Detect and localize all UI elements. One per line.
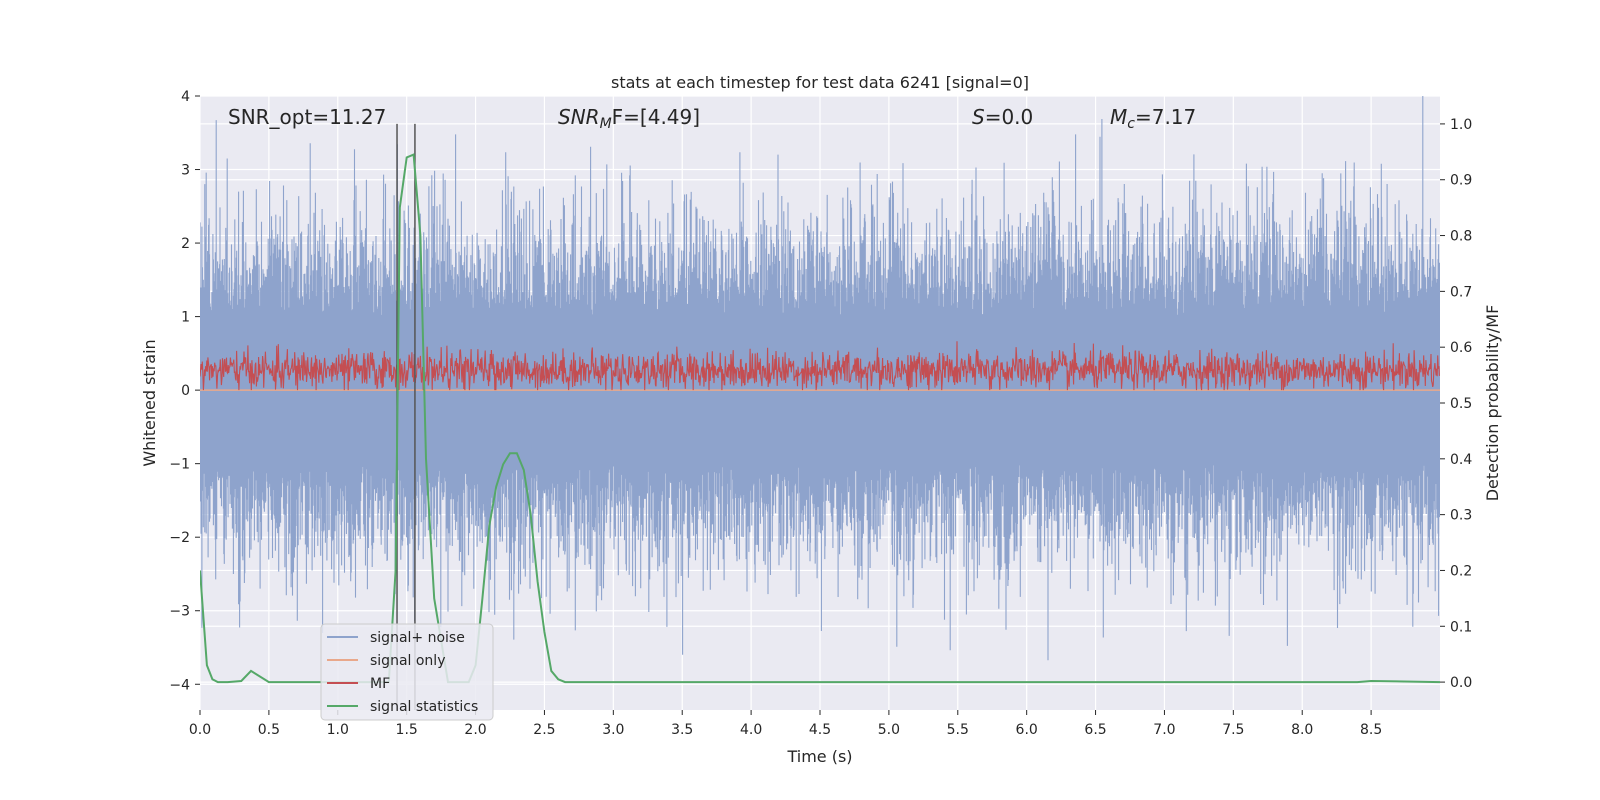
legend-label-mf: MF	[370, 676, 390, 692]
chart-title: stats at each timestep for test data 624…	[611, 73, 1029, 92]
x-tick-label: 3.0	[602, 722, 624, 738]
y2-tick-label: 0.6	[1450, 340, 1472, 356]
snr-opt-annotation: SNR_opt=11.27	[228, 105, 386, 129]
y-tick-label: 0	[181, 383, 190, 399]
y-tick-label: 3	[181, 163, 190, 179]
mc-annotation: Mc=7.17	[1110, 105, 1196, 132]
x-tick-label: 1.0	[327, 722, 349, 738]
x-axis-label: Time (s)	[786, 747, 852, 766]
x-tick-label: 8.0	[1291, 722, 1313, 738]
y2-tick-label: 0.0	[1450, 675, 1472, 691]
snr-mf-annotation: SNRMF=[4.49]	[558, 105, 700, 132]
legend-box	[320, 623, 494, 721]
x-tick-label: 1.5	[396, 722, 418, 738]
y2-tick-label: 0.8	[1450, 229, 1472, 245]
x-tick-label: 4.0	[740, 722, 762, 738]
x-tick-label: 2.5	[533, 722, 555, 738]
x-tick-label: 7.0	[1153, 722, 1175, 738]
series-mf	[200, 341, 1440, 391]
y-tick-label: −2	[169, 530, 190, 546]
legend-label-statistics: signal statistics	[370, 699, 478, 715]
x-tick-label: 5.5	[947, 722, 969, 738]
x-tick-label: 0.0	[189, 722, 211, 738]
y2-tick-label: 0.2	[1450, 563, 1472, 579]
x-tick-label: 2.0	[464, 722, 486, 738]
legend-label-signal-only: signal only	[370, 653, 445, 669]
x-tick-label: 0.5	[258, 722, 280, 738]
x-tick-label: 5.0	[878, 722, 900, 738]
y2-tick-label: 0.9	[1450, 173, 1472, 189]
x-tick-label: 7.5	[1222, 722, 1244, 738]
x-tick-label: 8.5	[1360, 722, 1382, 738]
y2-tick-label: 0.7	[1450, 284, 1472, 300]
y2-tick-label: 0.3	[1450, 508, 1472, 524]
x-tick-label: 6.0	[1016, 722, 1038, 738]
legend: signal+ noise signal only MF signal stat…	[320, 623, 494, 721]
y2-tick-label: 1.0	[1450, 117, 1472, 133]
y-tick-label: −4	[169, 677, 190, 693]
y2-tick-label: 0.4	[1450, 452, 1472, 468]
y2-axis-label: Detection probability/MF	[1483, 305, 1502, 502]
legend-label-noise: signal+ noise	[370, 630, 465, 646]
x-tick-label: 4.5	[809, 722, 831, 738]
y-tick-label: −1	[169, 457, 190, 473]
y-tick-label: 4	[181, 89, 190, 105]
y-tick-label: 2	[181, 236, 190, 252]
y-tick-label: −3	[169, 604, 190, 620]
s-annotation: S=0.0	[972, 105, 1033, 129]
x-tick-label: 6.5	[1084, 722, 1106, 738]
ticks: 0.0 0.5 1.0 1.5 2.0 2.5 3.0 3.5 4.0 4.5 5.0 5.5 6.0 6…	[169, 89, 1472, 738]
x-tick-label: 3.5	[671, 722, 693, 738]
y2-tick-label: 0.1	[1450, 619, 1472, 635]
y2-tick-label: 0.5	[1450, 396, 1472, 412]
y-tick-label: 1	[181, 310, 190, 326]
y-axis-label: Whitened strain	[140, 339, 159, 466]
